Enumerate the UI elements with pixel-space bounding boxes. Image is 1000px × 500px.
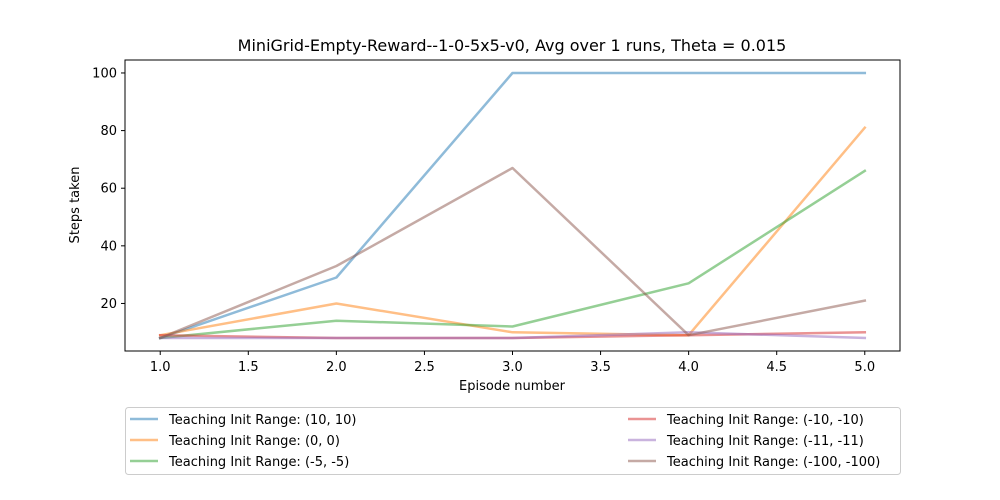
x-tick-label: 4.5 [766, 360, 787, 375]
x-tick-label: 2.5 [414, 360, 435, 375]
legend-items: Teaching Init Range: (10, 10) Teaching In… [130, 413, 880, 470]
series-layer [158, 71, 867, 340]
plot-frame [124, 59, 901, 352]
series-line-2 [158, 125, 867, 337]
x-tick-label: 1.0 [150, 360, 171, 375]
y-tick-label: 80 [100, 124, 117, 139]
y-axis: 20 40 60 80 100 [92, 66, 125, 312]
legend-label: Teaching Init Range: (10, 10) [168, 413, 356, 428]
series-line-5 [158, 331, 867, 340]
y-tick-label: 100 [92, 66, 117, 81]
x-tick-label: 5.0 [854, 360, 875, 375]
legend-box [125, 407, 901, 475]
x-tick-label: 2.0 [326, 360, 347, 375]
y-tick-label: 20 [100, 297, 117, 312]
x-tick-label: 3.5 [590, 360, 611, 375]
x-axis-title: Episode number [459, 379, 566, 394]
x-tick-label: 1.5 [238, 360, 259, 375]
series-line-1 [158, 71, 867, 340]
chart-title: MiniGrid-Empty-Reward--1-0-5x5-v0, Avg o… [238, 36, 787, 55]
y-tick-label: 60 [100, 182, 117, 197]
y-tick-label: 40 [100, 239, 117, 254]
x-tick-label: 4.0 [678, 360, 699, 375]
legend: Teaching Init Range: (10, 10) Teaching In… [125, 407, 901, 475]
legend-label: Teaching Init Range: (0, 0) [168, 434, 340, 449]
series-line-3 [158, 169, 867, 340]
legend-label: Teaching Init Range: (-11, -11) [666, 434, 864, 449]
y-axis-title: Steps taken [68, 167, 83, 244]
legend-label: Teaching Init Range: (-100, -100) [666, 455, 880, 470]
legend-label: Teaching Init Range: (-5, -5) [168, 455, 349, 470]
x-axis: 1.0 1.5 2.0 2.5 3.0 3.5 4.0 4.5 5.0 [150, 351, 875, 375]
series-line-6 [158, 166, 867, 340]
legend-label: Teaching Init Range: (-10, -10) [666, 413, 864, 428]
x-tick-label: 3.0 [502, 360, 523, 375]
